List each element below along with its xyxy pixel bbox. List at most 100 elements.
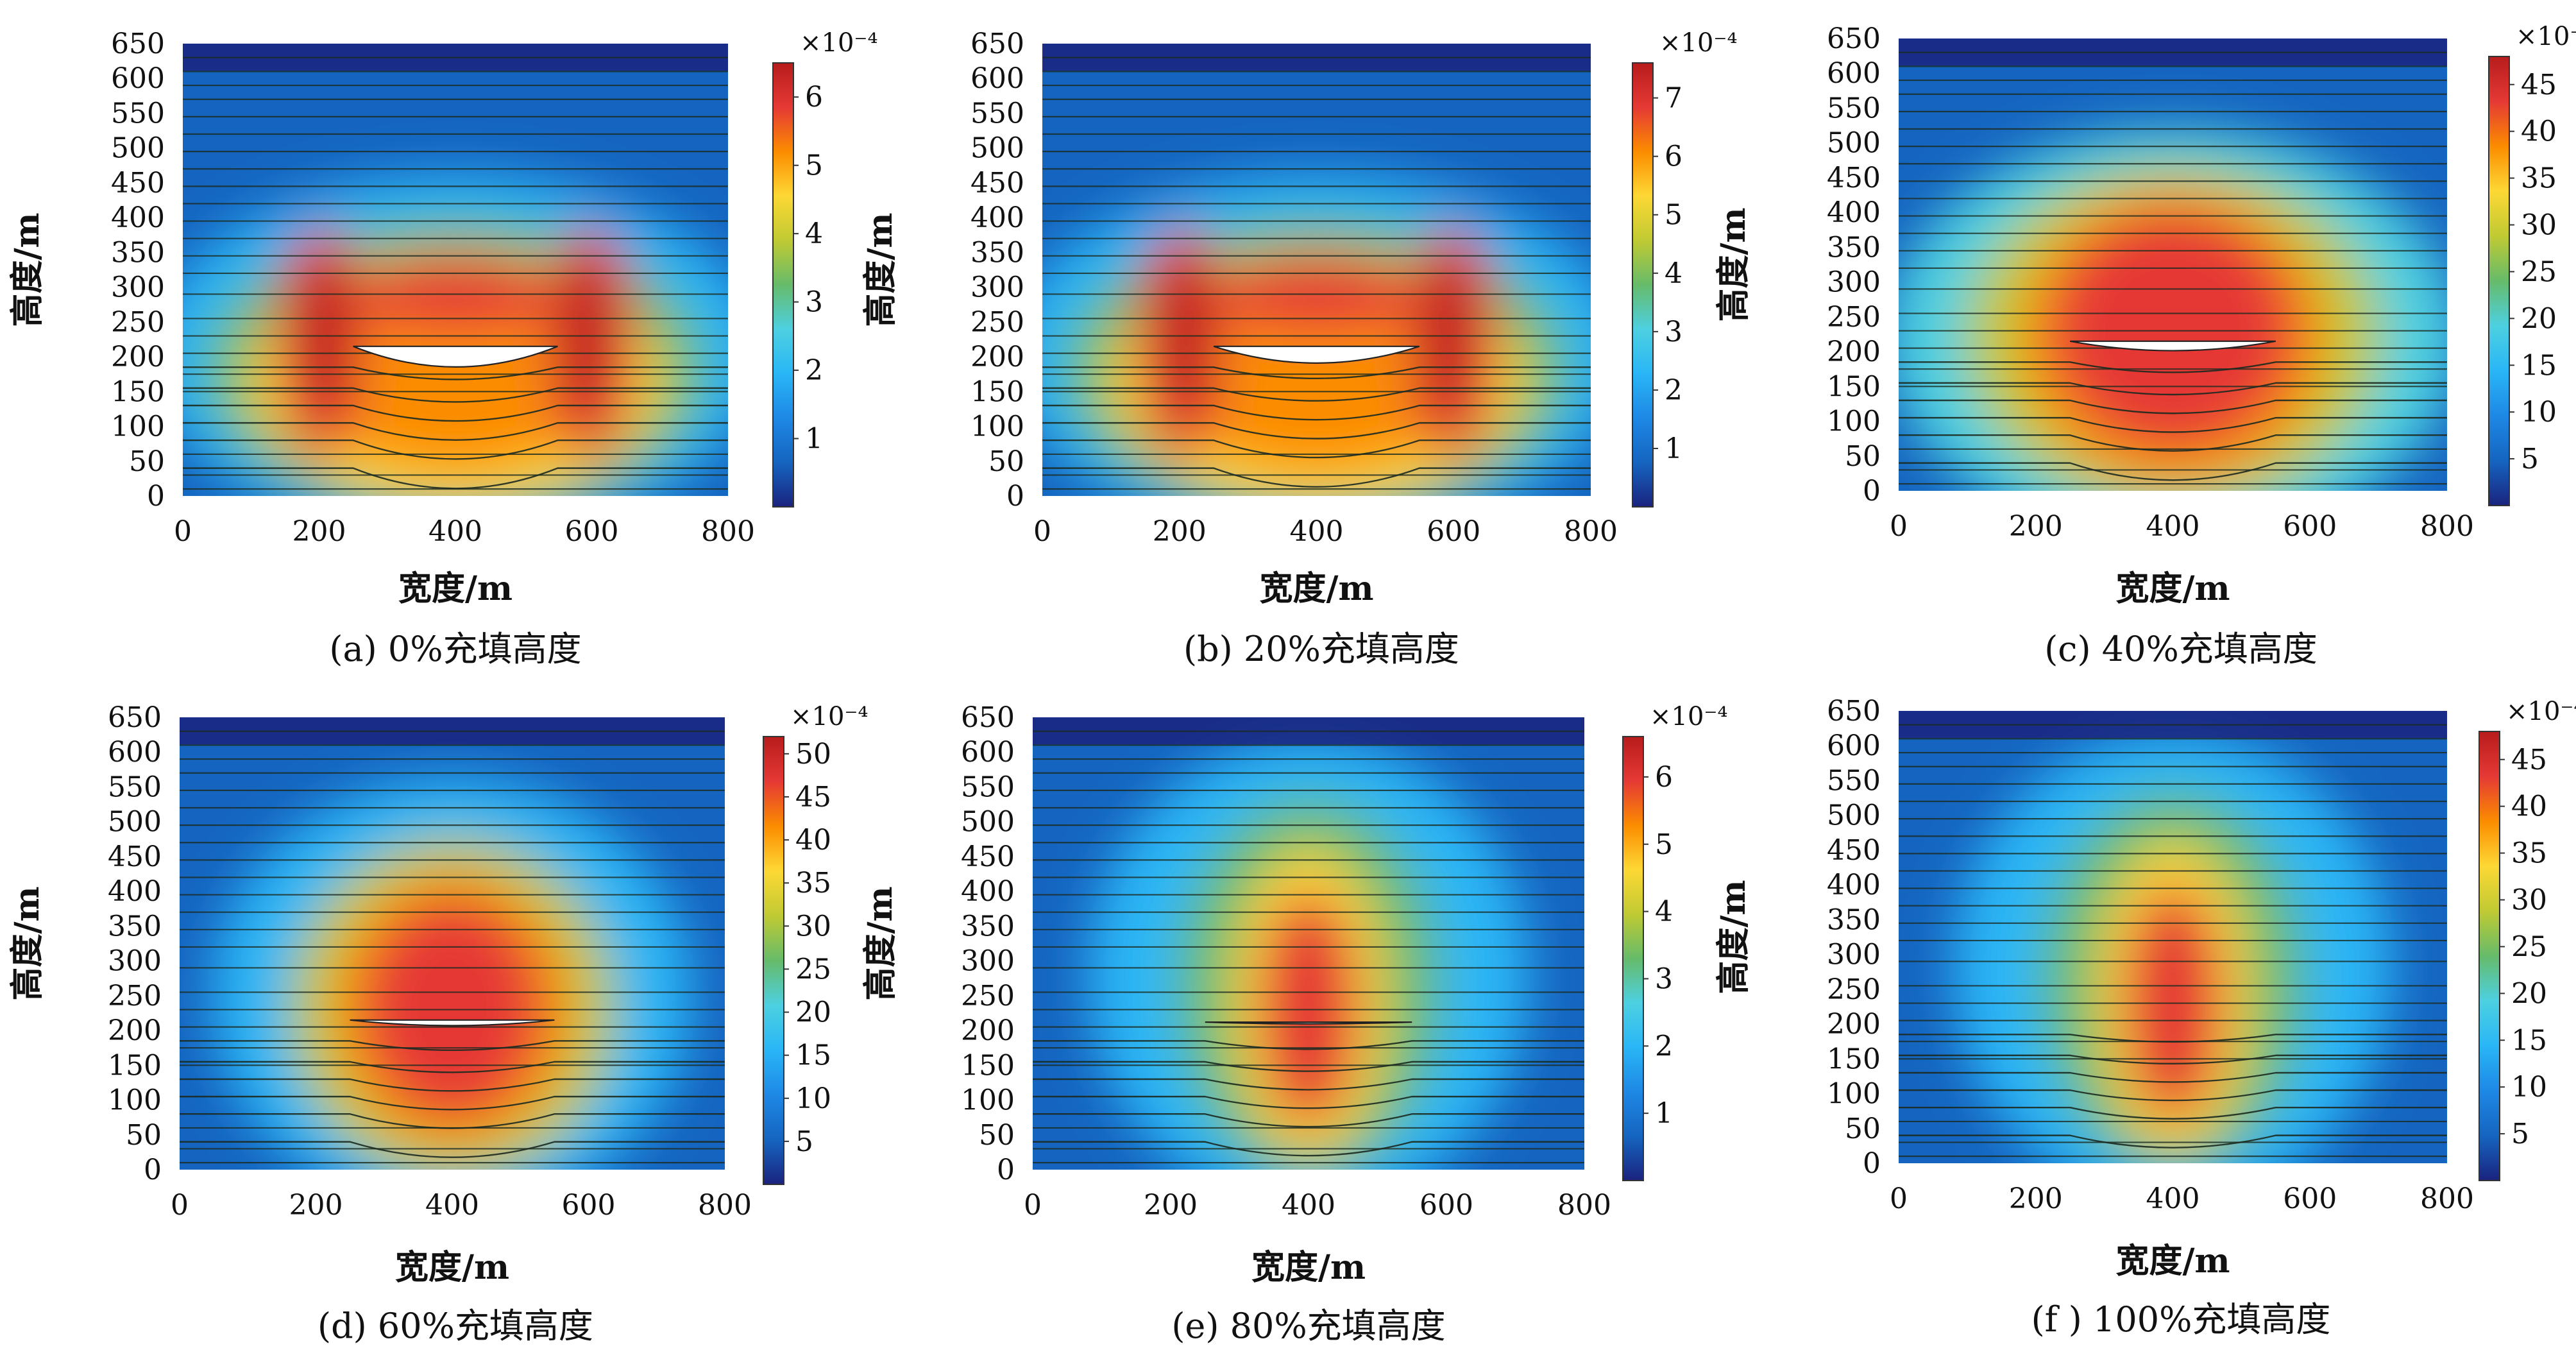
colorbar-tick-label: 1: [1655, 1097, 1673, 1130]
y-tick-label: 200: [1827, 1008, 1881, 1041]
y-tick-label: 150: [1827, 370, 1881, 403]
y-tick-label: 450: [1827, 834, 1881, 867]
colorbar-exponent: ×10⁻⁴: [2516, 22, 2576, 51]
colorbar: ×10⁻⁴ 1 2 3 4 5 6: [1622, 702, 1728, 1181]
y-tick-label: 300: [970, 271, 1024, 304]
x-tick-label: 0: [1033, 515, 1051, 548]
y-tick-label: 650: [1827, 22, 1881, 55]
y-tick-label: 550: [1827, 764, 1881, 797]
y-tick-label: 200: [108, 1014, 162, 1047]
colorbar-tick-label: 45: [2511, 744, 2547, 776]
colorbar: ×10⁻⁴ 1 2 3 4 5 6: [772, 28, 878, 508]
y-tick-label: 250: [970, 306, 1024, 339]
x-tick-label: 800: [701, 515, 755, 548]
x-axis-label: 宽度/m: [395, 1248, 509, 1287]
x-tick-label: 200: [292, 515, 346, 548]
y-tick-label: 300: [1827, 939, 1881, 971]
y-tick-label: 450: [961, 841, 1015, 873]
colorbar-tick-label: 20: [795, 996, 831, 1029]
x-tick-label: 800: [698, 1189, 752, 1222]
colorbar-tick-label: 15: [2521, 349, 2557, 382]
x-axis-label: 宽度/m: [398, 569, 513, 608]
x-tick-label: 400: [425, 1189, 479, 1222]
x-tick-label: 0: [174, 515, 192, 548]
panel-caption: (f ) 100%充填高度: [2031, 1299, 2331, 1340]
y-axis-label: 高度/m: [8, 212, 47, 327]
y-tick-label: 400: [970, 201, 1024, 234]
colorbar-exponent: ×10⁻⁴: [1650, 702, 1728, 731]
colorbar-tick-label: 35: [2511, 837, 2547, 870]
colorbar-tick-label: 3: [805, 286, 823, 319]
y-tick-label: 150: [111, 375, 165, 408]
strata-lines: [183, 56, 728, 490]
y-axis-label: 高度/m: [1714, 880, 1753, 994]
strata-lines: [1899, 51, 2447, 485]
colorbar-tick-label: 35: [2521, 162, 2557, 195]
panel-caption: (a) 0%充填高度: [329, 629, 581, 669]
x-tick-label: 600: [2283, 1182, 2337, 1215]
y-tick-label: 50: [1845, 1113, 1881, 1145]
x-tick-label: 0: [1890, 1182, 1908, 1215]
y-tick-label: 600: [1827, 57, 1881, 90]
y-tick-label: 400: [108, 875, 162, 908]
colorbar-exponent: ×10⁻⁴: [800, 28, 878, 58]
colorbar-tick-label: 30: [795, 910, 831, 943]
stress-field: [1899, 38, 2447, 491]
y-tick-label: 300: [1827, 266, 1881, 299]
colorbar-tick-label: 5: [795, 1125, 813, 1158]
y-tick-label: 0: [1863, 475, 1881, 508]
x-tick-label: 800: [1557, 1189, 1611, 1222]
y-tick-label: 400: [1827, 869, 1881, 901]
colorbar-tick-label: 30: [2521, 209, 2557, 242]
y-tick-label: 0: [997, 1154, 1015, 1186]
y-tick-label: 50: [979, 1119, 1015, 1152]
colorbar-tick-label: 40: [795, 824, 831, 857]
colorbar-tick-label: 1: [1665, 432, 1682, 465]
colorbar-tick-label: 5: [1665, 199, 1682, 232]
y-tick-label: 650: [111, 28, 165, 60]
colorbar-exponent: ×10⁻⁴: [1659, 28, 1738, 58]
colorbar-tick-label: 45: [795, 781, 831, 814]
x-tick-label: 400: [2146, 1182, 2200, 1215]
x-tick-label: 200: [2009, 1182, 2063, 1215]
colorbar-tick-label: 2: [1655, 1030, 1673, 1063]
y-tick-label: 150: [961, 1049, 1015, 1082]
colorbar-tick-label: 10: [2521, 396, 2557, 429]
x-tick-label: 600: [2283, 510, 2337, 543]
x-axis-label: 宽度/m: [1251, 1248, 1366, 1287]
y-tick-label: 600: [961, 736, 1015, 769]
y-tick-label: 100: [1827, 1078, 1881, 1111]
x-tick-label: 600: [1427, 515, 1480, 548]
y-tick-label: 650: [1827, 695, 1881, 728]
y-tick-label: 200: [961, 1014, 1015, 1047]
colorbar-tick-label: 25: [795, 953, 831, 986]
panel-4: 0 200 400 600 800050100150200250300350400450…: [8, 701, 869, 1346]
y-tick-label: 450: [970, 167, 1024, 200]
colorbar-tick-label: 6: [1665, 141, 1682, 173]
x-tick-label: 400: [1282, 1189, 1335, 1222]
panel-6: 0 200 400 600 800050100150200250300350400450…: [1714, 695, 2576, 1340]
y-tick-label: 600: [108, 736, 162, 769]
y-tick-label: 250: [1827, 973, 1881, 1006]
colorbar-tick-label: 2: [805, 354, 823, 387]
colorbar-tick-label: 25: [2521, 255, 2557, 288]
panel-caption: (b) 20%充填高度: [1183, 629, 1459, 669]
y-tick-label: 200: [1827, 336, 1881, 368]
colorbar-tick-label: 4: [1655, 896, 1673, 928]
x-tick-label: 200: [1153, 515, 1207, 548]
stress-field: [1033, 717, 1584, 1170]
y-tick-label: 600: [970, 62, 1024, 95]
colorbar-exponent: ×10⁻⁴: [2506, 697, 2576, 726]
stress-field: [1042, 44, 1591, 496]
y-tick-label: 100: [1827, 405, 1881, 438]
colorbar-tick-label: 45: [2521, 69, 2557, 101]
colorbar-tick-label: 6: [805, 81, 823, 114]
y-tick-label: 100: [108, 1084, 162, 1117]
colorbar-tick-label: 20: [2511, 977, 2547, 1010]
colorbar-tick-label: 4: [805, 218, 823, 250]
y-tick-label: 350: [1827, 903, 1881, 936]
y-tick-label: 300: [108, 945, 162, 978]
goaf-void: [1213, 345, 1420, 364]
stress-field: [180, 717, 725, 1170]
